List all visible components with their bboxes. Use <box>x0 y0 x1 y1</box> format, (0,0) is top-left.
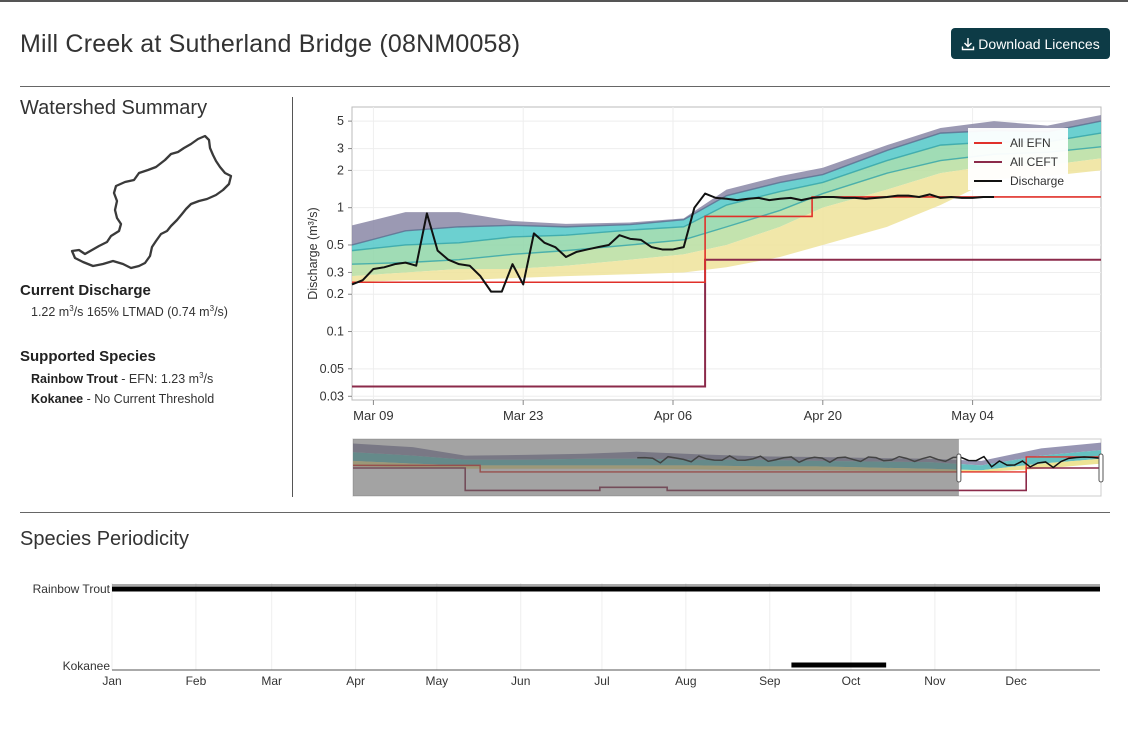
periodicity-divider <box>20 512 1110 513</box>
top-border <box>0 0 1128 2</box>
y-tick-label: 0.5 <box>327 238 344 252</box>
ceft-line <box>352 258 1101 388</box>
x-tick-label: Apr 20 <box>804 408 842 423</box>
page-title: Mill Creek at Sutherland Bridge (08NM005… <box>20 30 521 58</box>
periodicity-bar <box>112 586 1100 592</box>
x-tick-label: May 04 <box>951 408 994 423</box>
y-tick-label: 0.2 <box>327 287 344 301</box>
month-label: May <box>425 674 448 688</box>
species-row-label: Rainbow Trout <box>33 582 111 596</box>
periodicity-chart: Jan Feb Mar Apr May Jun Jul Aug Sep Oct Nov Dec Rain… <box>33 582 1100 688</box>
month-label: Aug <box>675 674 696 688</box>
x-tick-label: Apr 06 <box>654 408 692 423</box>
y-tick-label: 1 <box>337 201 344 215</box>
discharge-line <box>351 192 994 293</box>
month-label: Jul <box>594 674 609 688</box>
download-licences-button[interactable]: Download Licences <box>951 28 1110 59</box>
navigator-mask[interactable] <box>353 439 959 496</box>
percentile-band <box>352 158 1101 283</box>
current-discharge-value: 1.22 m3/s 165% LTMAD (0.74 m3/s) <box>31 303 228 319</box>
discharge-chart[interactable]: 0.03 0.05 0.1 0.2 0.3 0.5 1 2 3 5 Mar 09 Mar 23 Apr … <box>300 100 1115 430</box>
y-tick-label: 0.03 <box>320 389 344 403</box>
y-tick-label: 0.05 <box>320 362 344 376</box>
current-discharge-title: Current Discharge <box>20 282 151 299</box>
y-tick-label: 3 <box>337 142 344 156</box>
month-label: Apr <box>346 674 365 688</box>
header-divider <box>20 86 1110 87</box>
navigator-handle-right[interactable] <box>1098 453 1104 483</box>
download-label: Download Licences <box>978 35 1100 52</box>
month-label: Jan <box>102 674 121 688</box>
summary-divider <box>292 97 293 497</box>
y-tick-label: 5 <box>337 114 344 128</box>
download-icon <box>961 37 975 51</box>
y-tick-label: 2 <box>337 163 344 177</box>
supported-species-title: Supported Species <box>20 348 156 365</box>
x-tick-label: Mar 09 <box>353 408 393 423</box>
y-tick-label: 0.3 <box>327 265 344 279</box>
percentile-band <box>352 146 1101 277</box>
month-label: Feb <box>186 674 207 688</box>
month-label: Dec <box>1005 674 1026 688</box>
species-item: Rainbow Trout - EFN: 1.23 m3/s <box>31 370 214 386</box>
percentile-band <box>352 133 1101 265</box>
legend-label: All EFN <box>1010 136 1051 150</box>
watershed-summary-title: Watershed Summary <box>20 97 208 119</box>
species-item: Kokanee - No Current Threshold <box>31 392 215 406</box>
species-periodicity-title: Species Periodicity <box>20 528 189 550</box>
y-tick-label: 0.1 <box>327 325 344 339</box>
month-label: Nov <box>924 674 945 688</box>
x-tick-label: Mar 23 <box>503 408 543 423</box>
y-axis-label: Discharge (m³/s) <box>306 207 320 299</box>
species-row-label: Kokanee <box>63 659 111 673</box>
month-label: Sep <box>759 674 781 688</box>
efn-line <box>352 196 1101 284</box>
month-label: Mar <box>261 674 282 688</box>
chart-legend: All EFN All CEFT Discharge <box>968 128 1068 190</box>
navigator-handle-left[interactable] <box>956 453 962 483</box>
watershed-outline <box>70 134 233 270</box>
legend-box <box>968 128 1068 190</box>
month-label: Jun <box>511 674 530 688</box>
range-navigator[interactable] <box>350 436 1110 498</box>
legend-label: All CEFT <box>1010 155 1059 169</box>
periodicity-bar <box>791 662 887 668</box>
month-label: Oct <box>842 674 861 688</box>
legend-label: Discharge <box>1010 174 1064 188</box>
